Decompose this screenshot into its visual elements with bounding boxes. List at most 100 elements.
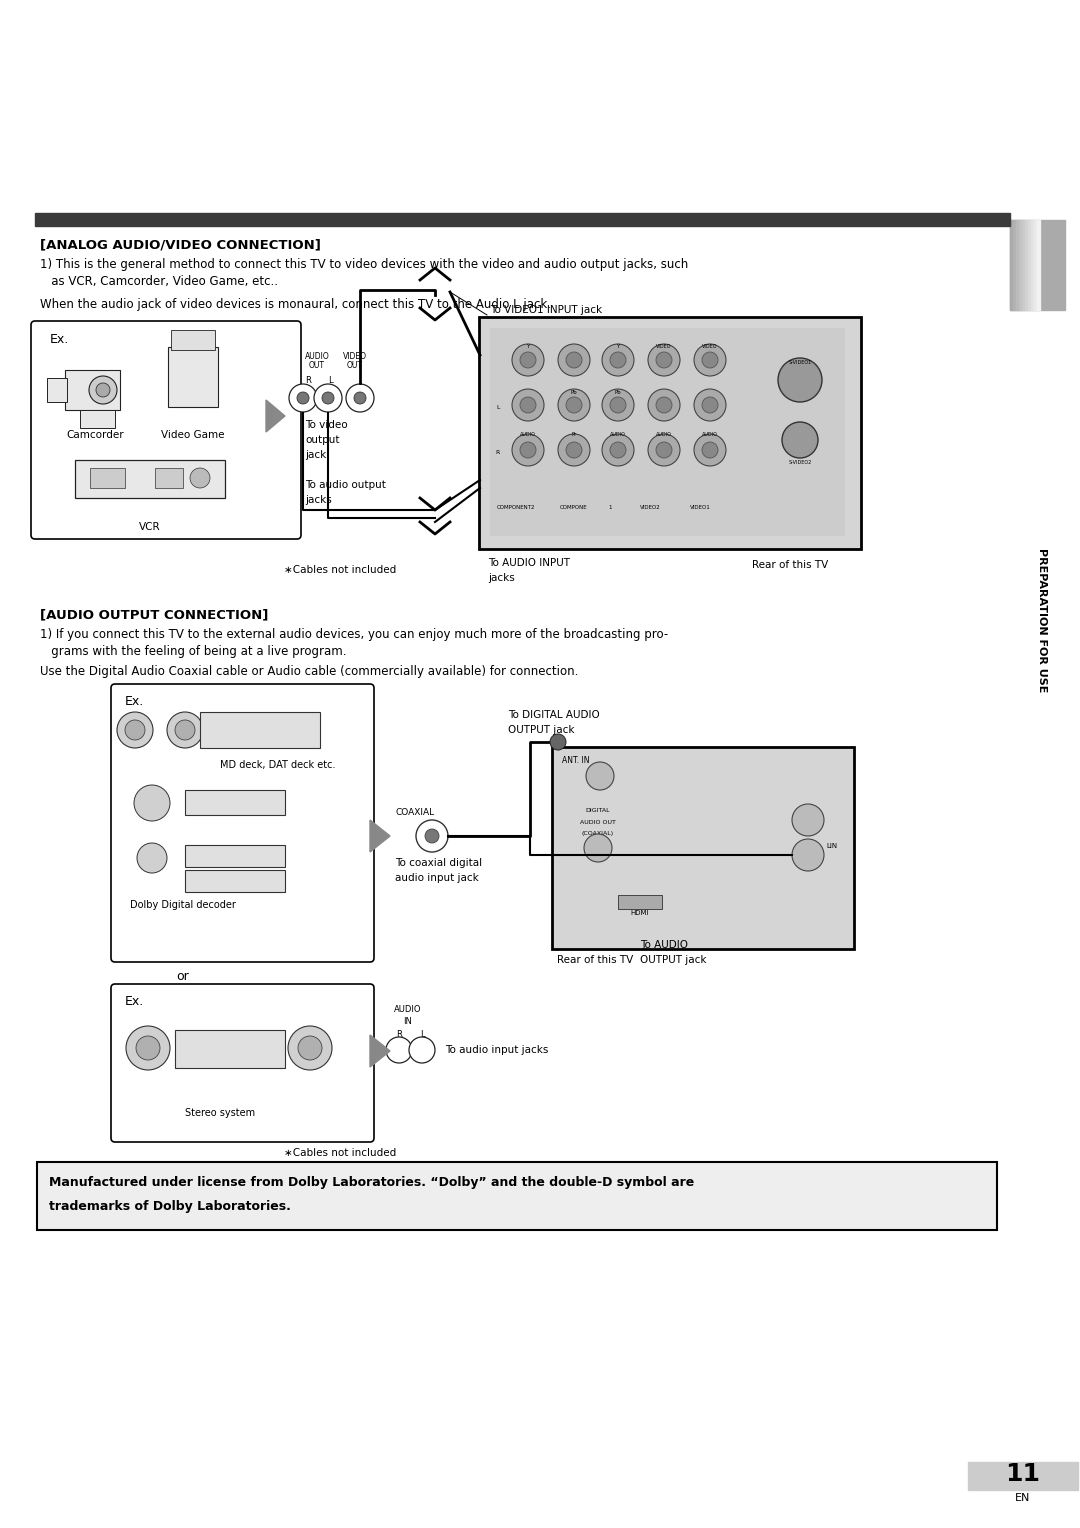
Text: 1) If you connect this TV to the external audio devices, you can enjoy much more: 1) If you connect this TV to the externa… [40, 628, 669, 642]
Circle shape [648, 344, 680, 376]
Text: audio input jack: audio input jack [395, 872, 478, 883]
Circle shape [322, 393, 334, 403]
Circle shape [782, 422, 818, 458]
Text: COMPONENT2: COMPONENT2 [497, 504, 536, 510]
Circle shape [519, 442, 536, 458]
Bar [175, 1030, 285, 1068]
Bar [1022, 220, 1025, 310]
Text: S-VIDEO2: S-VIDEO2 [788, 460, 812, 465]
Text: Pr: Pr [571, 432, 577, 437]
Text: jack: jack [305, 451, 326, 460]
Text: Dolby Digital decoder: Dolby Digital decoder [130, 900, 235, 911]
Circle shape [298, 1036, 322, 1060]
Circle shape [656, 397, 672, 413]
Text: To video: To video [305, 420, 348, 429]
Circle shape [512, 390, 544, 422]
Text: or: or [177, 970, 189, 983]
Text: Ex.: Ex. [50, 333, 69, 345]
Text: S-VIDEO1: S-VIDEO1 [788, 361, 812, 365]
Circle shape [550, 733, 566, 750]
Circle shape [586, 762, 615, 790]
Text: ∗Cables not included: ∗Cables not included [284, 1148, 396, 1158]
Circle shape [96, 384, 110, 397]
Circle shape [602, 344, 634, 376]
Text: ANT. IN: ANT. IN [562, 756, 590, 766]
Text: L: L [420, 1030, 424, 1039]
Circle shape [136, 1036, 160, 1060]
Text: (COAXIAL): (COAXIAL) [582, 831, 615, 836]
Circle shape [175, 720, 195, 740]
Bar [1010, 220, 1065, 310]
Text: To audio output: To audio output [305, 480, 386, 490]
Bar [75, 460, 225, 498]
Circle shape [167, 712, 203, 749]
Circle shape [117, 712, 153, 749]
Bar [200, 712, 320, 749]
Text: R: R [496, 451, 500, 455]
Text: AUDIO: AUDIO [702, 432, 718, 437]
Polygon shape [370, 821, 390, 853]
Circle shape [416, 821, 448, 853]
Text: Video Game: Video Game [161, 429, 225, 440]
FancyBboxPatch shape [111, 984, 374, 1141]
Bar [35, 212, 1010, 226]
Circle shape [354, 393, 366, 403]
Text: output: output [305, 435, 339, 445]
Text: trademarks of Dolby Laboratories.: trademarks of Dolby Laboratories. [49, 1199, 291, 1213]
Text: grams with the feeling of being at a live program.: grams with the feeling of being at a liv… [40, 645, 347, 659]
Text: [AUDIO OUTPUT CONNECTION]: [AUDIO OUTPUT CONNECTION] [40, 608, 268, 620]
Bar [1034, 220, 1037, 310]
Text: To coaxial digital: To coaxial digital [395, 859, 482, 868]
Circle shape [134, 785, 170, 821]
Circle shape [792, 804, 824, 836]
Text: Ex.: Ex. [125, 995, 145, 1008]
Text: When the audio jack of video devices is monaural, connect this TV to the Audio L: When the audio jack of video devices is … [40, 298, 551, 312]
Circle shape [656, 442, 672, 458]
Circle shape [702, 442, 718, 458]
Text: DIGITAL: DIGITAL [585, 808, 610, 813]
Circle shape [648, 390, 680, 422]
Polygon shape [266, 400, 285, 432]
Bar [1013, 220, 1016, 310]
Bar [1031, 220, 1034, 310]
Circle shape [694, 390, 726, 422]
Bar [1016, 220, 1020, 310]
Text: PREPARATION FOR USE: PREPARATION FOR USE [1037, 549, 1047, 692]
Text: R: R [396, 1030, 402, 1039]
Bar [65, 370, 120, 410]
Circle shape [702, 397, 718, 413]
Text: as VCR, Camcorder, Video Game, etc..: as VCR, Camcorder, Video Game, etc.. [40, 275, 278, 287]
Circle shape [297, 393, 309, 403]
Text: To audio input jacks: To audio input jacks [445, 1045, 549, 1054]
Circle shape [566, 351, 582, 368]
Circle shape [125, 720, 145, 740]
Bar [185, 790, 285, 814]
Text: AUDIO OUT: AUDIO OUT [580, 821, 616, 825]
Circle shape [519, 351, 536, 368]
Circle shape [289, 384, 318, 413]
Bar [1010, 220, 1013, 310]
Text: OUTPUT jack: OUTPUT jack [640, 955, 706, 966]
Circle shape [566, 442, 582, 458]
Text: To VIDEO1 INPUT jack: To VIDEO1 INPUT jack [490, 306, 603, 315]
Text: LIN: LIN [826, 843, 837, 850]
Circle shape [792, 839, 824, 871]
Text: VIDEO1: VIDEO1 [690, 504, 711, 510]
Text: R: R [305, 376, 311, 385]
FancyBboxPatch shape [31, 321, 301, 539]
Circle shape [426, 830, 438, 843]
Bar [618, 895, 662, 909]
Bar [968, 1462, 1078, 1490]
Bar [185, 869, 285, 892]
Text: AUDIO: AUDIO [656, 432, 672, 437]
Text: L: L [327, 376, 333, 385]
Circle shape [137, 843, 167, 872]
Circle shape [558, 434, 590, 466]
Text: jacks: jacks [488, 573, 515, 584]
Circle shape [558, 344, 590, 376]
Bar [1028, 220, 1031, 310]
Circle shape [694, 434, 726, 466]
Text: Use the Digital Audio Coaxial cable or Audio cable (commercially available) for : Use the Digital Audio Coaxial cable or A… [40, 665, 579, 678]
Circle shape [512, 344, 544, 376]
Text: HDMI: HDMI [631, 911, 649, 915]
